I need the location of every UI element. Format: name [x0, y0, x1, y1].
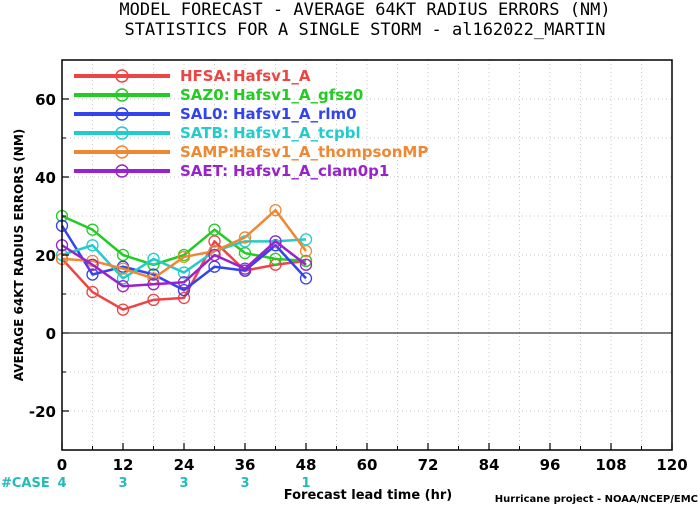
data-point: [208, 235, 221, 248]
legend-marker: [115, 69, 129, 83]
case-count: 4: [57, 476, 66, 491]
case-count: 1: [301, 476, 310, 491]
data-point: [208, 248, 221, 262]
legend-marker: [115, 164, 129, 178]
data-point: [86, 258, 99, 271]
legend-label: SAET:: [180, 162, 228, 180]
legend-label: SAZ0:: [180, 86, 230, 104]
series-1: [55, 209, 313, 271]
data-point: [269, 235, 282, 248]
legend-label: HFSA:: [180, 67, 232, 85]
legend-marker: [115, 88, 129, 102]
series-line: [61, 240, 307, 288]
y-tick-label: 20: [35, 247, 56, 265]
legend-marker: [115, 145, 129, 159]
data-point: [208, 260, 221, 273]
data-point: [238, 246, 252, 260]
legend-name: Hafsv1_A_thompsonMP: [233, 143, 428, 161]
data-point: [299, 244, 313, 258]
legend-name: Hafsv1_A_rlm0: [233, 105, 357, 123]
data-point: [147, 278, 160, 291]
data-point: [208, 223, 221, 236]
x-tick-label: 60: [357, 456, 378, 474]
data-point: [177, 276, 191, 289]
x-axis-label: Forecast lead time (hr): [284, 488, 452, 503]
legend-name: Hafsv1_A_clam0p1: [233, 162, 389, 180]
x-tick-label: 12: [113, 456, 134, 474]
legend-name: Hafsv1_A_gfsz0: [233, 86, 363, 104]
x-tick-label: 48: [296, 456, 317, 474]
x-tick-label: 120: [656, 456, 687, 474]
chart-title: MODEL FORECAST - AVERAGE 64KT RADIUS ERR…: [119, 0, 610, 20]
series-layer: [55, 203, 313, 316]
data-point: [86, 223, 99, 236]
data-point: [116, 303, 130, 316]
data-point: [269, 203, 282, 217]
series-line: [61, 238, 307, 280]
data-point: [116, 262, 130, 275]
x-tick-label: 72: [418, 456, 439, 474]
data-point: [116, 280, 130, 293]
legend-marker: [115, 126, 129, 140]
data-point: [116, 272, 130, 285]
data-point: [299, 258, 313, 271]
y-axis-label: AVERAGE 64KT RADIUS ERRORS (NM): [12, 129, 26, 381]
data-point: [299, 272, 313, 285]
y-tick-label: 0: [46, 325, 56, 343]
chart-subtitle: STATISTICS FOR A SINGLE STORM - al162022…: [124, 20, 605, 40]
case-count: 3: [118, 476, 127, 491]
data-point: [238, 231, 252, 244]
y-tick-label: 40: [35, 169, 56, 187]
data-point: [269, 252, 282, 266]
legend-marker: [115, 107, 129, 121]
y-tick-label: 60: [35, 91, 56, 109]
data-point: [238, 262, 252, 275]
data-point: [177, 250, 191, 264]
legend-name: Hafsv1_A: [233, 67, 311, 85]
y-tick-label: -20: [29, 403, 56, 421]
x-tick-label: 36: [235, 456, 256, 474]
data-point: [86, 268, 99, 281]
data-point: [86, 239, 99, 252]
data-point: [147, 293, 160, 307]
credit-text: Hurricane project - NOAA/NCEP/EMC: [495, 494, 698, 505]
case-count: 3: [240, 476, 249, 491]
legend-label: SAMP:: [180, 143, 234, 161]
y-axis-ticks: -20 0 20 40 60: [29, 59, 69, 451]
x-tick-label: 96: [540, 456, 561, 474]
series-line: [61, 240, 307, 311]
series-line: [61, 214, 307, 266]
x-tick-label: 84: [479, 456, 500, 474]
grid: [62, 59, 672, 451]
legend-label: SAL0:: [180, 105, 228, 123]
legend-label: SATB:: [180, 124, 229, 142]
data-point: [86, 285, 99, 299]
data-point: [147, 252, 160, 266]
case-count: 3: [179, 476, 188, 491]
x-tick-label: 24: [174, 456, 195, 474]
x-axis-ticks: 0 12 24 36 48 60 72 84 96 108 120: [57, 443, 688, 474]
data-point: [177, 266, 191, 279]
data-point: [299, 233, 313, 246]
x-tick-label: 0: [57, 456, 67, 474]
data-point: [116, 248, 130, 262]
series-line: [61, 208, 308, 280]
case-counts: 4 3 3 3 1: [57, 476, 310, 491]
data-point: [177, 291, 191, 305]
data-point: [177, 283, 191, 297]
case-label: #CASE: [1, 476, 50, 491]
x-tick-label: 108: [595, 456, 626, 474]
legend-name: Hafsv1_A_tcpbl: [233, 124, 361, 142]
